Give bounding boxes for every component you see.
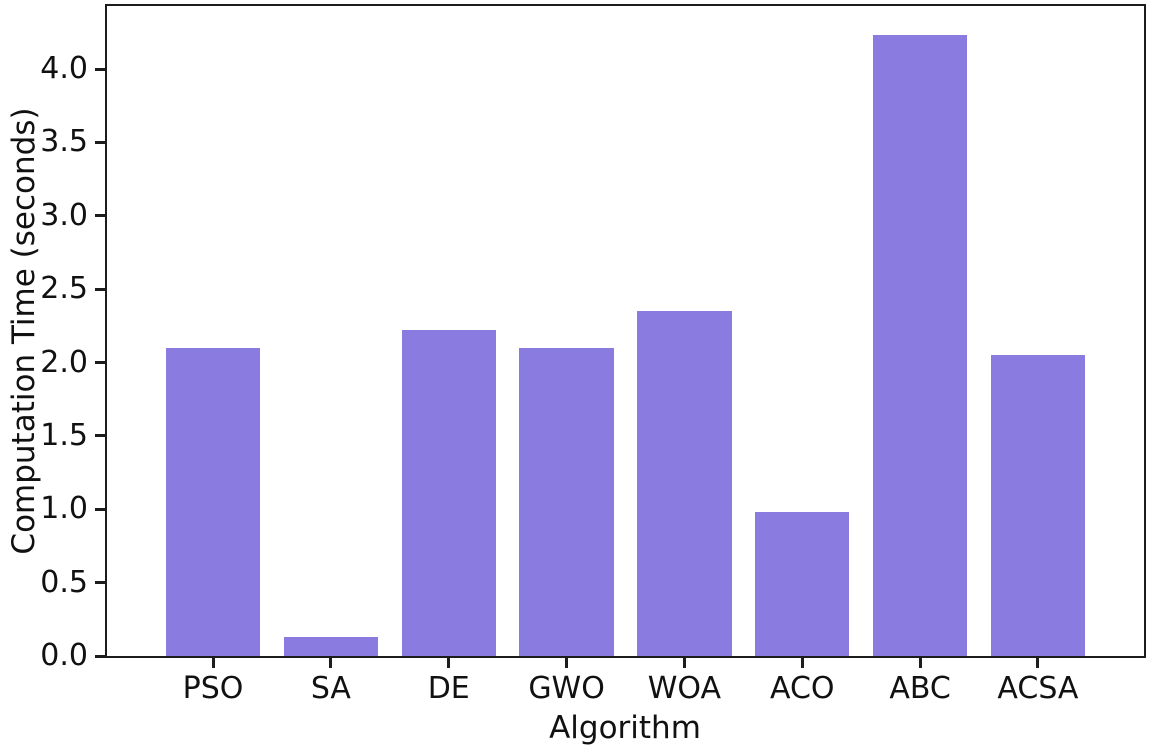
x-tick-label-WOA: WOA bbox=[647, 671, 722, 706]
y-tick-label-3.5: 3.5 bbox=[40, 124, 88, 160]
bar-SA bbox=[283, 636, 379, 656]
y-tick-label-2.5: 2.5 bbox=[40, 271, 88, 307]
bar-DE bbox=[401, 330, 496, 656]
x-tick-label-ACSA: ACSA bbox=[997, 671, 1079, 706]
y-tick-label-2.0: 2.0 bbox=[40, 344, 88, 380]
x-tick-label-SA: SA bbox=[310, 671, 351, 706]
y-tick-mark-0.5 bbox=[95, 581, 105, 585]
y-axis-title: Computation Time (seconds) bbox=[6, 107, 42, 555]
y-tick-label-1.0: 1.0 bbox=[40, 491, 88, 527]
y-tick-mark-1.5 bbox=[95, 434, 105, 438]
y-tick-mark-2.0 bbox=[95, 361, 105, 365]
bar-ACSA bbox=[990, 355, 1086, 656]
y-tick-mark-1.0 bbox=[95, 507, 105, 511]
x-tick-mark-SA bbox=[329, 658, 333, 668]
x-tick-mark-DE bbox=[447, 658, 451, 668]
y-tick-label-0.5: 0.5 bbox=[40, 564, 88, 600]
bar-GWO bbox=[519, 347, 614, 656]
plot-area bbox=[105, 4, 1146, 658]
y-tick-label-0.0: 0.0 bbox=[40, 638, 88, 673]
x-tick-mark-WOA bbox=[682, 658, 686, 668]
y-tick-label-1.5: 1.5 bbox=[40, 417, 88, 453]
y-tick-mark-0.0 bbox=[95, 654, 105, 658]
bar-PSO bbox=[165, 347, 261, 656]
x-tick-mark-ABC bbox=[918, 658, 922, 668]
y-tick-mark-2.5 bbox=[95, 287, 105, 291]
y-tick-label-3.0: 3.0 bbox=[40, 197, 88, 233]
x-tick-mark-GWO bbox=[565, 658, 569, 668]
x-tick-mark-ACO bbox=[800, 658, 804, 668]
x-tick-label-ACO: ACO bbox=[769, 671, 835, 706]
bar-ABC bbox=[872, 35, 968, 656]
bar-ACO bbox=[755, 512, 850, 656]
y-tick-mark-3.0 bbox=[95, 214, 105, 218]
y-tick-label-4.0: 4.0 bbox=[40, 51, 88, 87]
x-tick-label-ABC: ABC bbox=[889, 671, 951, 706]
x-tick-label-GWO: GWO bbox=[528, 671, 605, 706]
x-tick-mark-PSO bbox=[211, 658, 215, 668]
x-tick-label-PSO: PSO bbox=[182, 671, 244, 706]
x-tick-mark-ACSA bbox=[1036, 658, 1040, 668]
y-tick-mark-3.5 bbox=[95, 140, 105, 144]
x-tick-label-DE: DE bbox=[427, 671, 470, 706]
x-axis-title: Algorithm bbox=[549, 710, 701, 746]
bars-layer bbox=[107, 6, 1144, 656]
bar-WOA bbox=[637, 311, 732, 656]
y-tick-mark-4.0 bbox=[95, 67, 105, 71]
